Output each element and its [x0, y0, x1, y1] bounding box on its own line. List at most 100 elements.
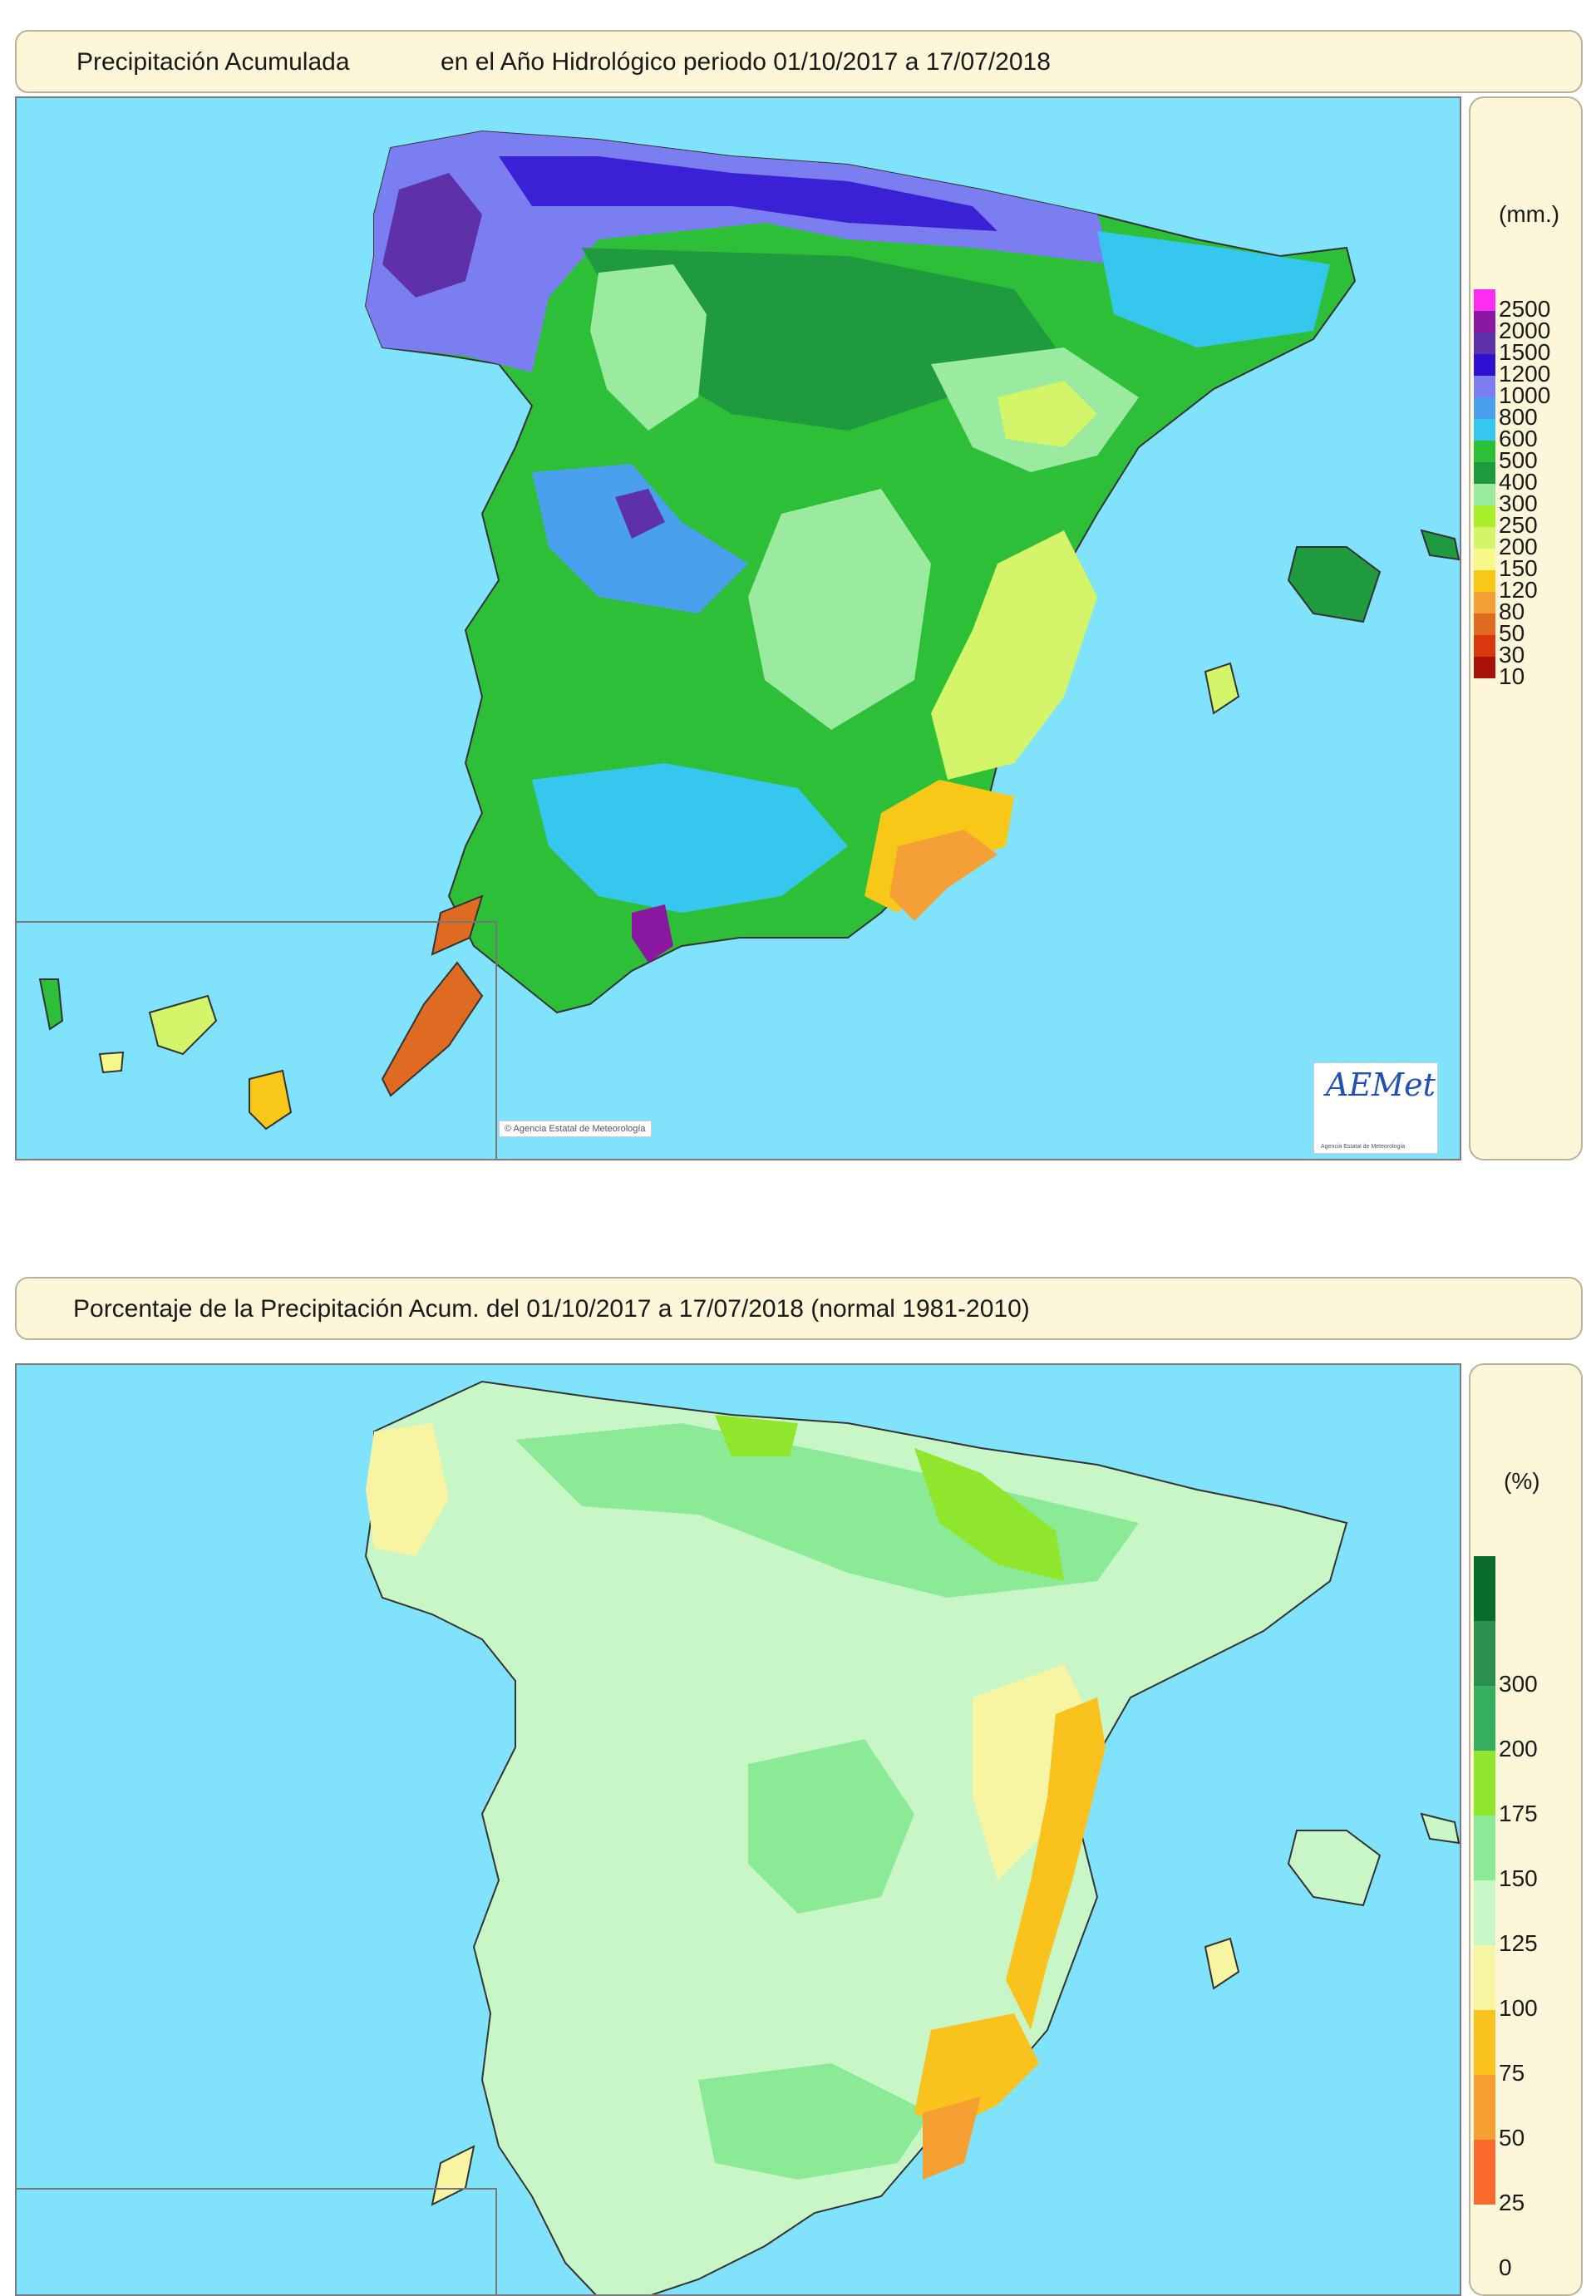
map1-legend-swatch	[1474, 635, 1495, 657]
canary-fuerteventura	[381, 961, 484, 1097]
map2-legend-label: 100	[1499, 1995, 1538, 2021]
map2-legend-label: 75	[1499, 2060, 1525, 2086]
map1-legend-swatch	[1474, 527, 1495, 549]
cantabrian-max-zone	[499, 156, 998, 231]
map1-legend-label: 800	[1499, 404, 1538, 430]
map2-legend-panel: (%) 300 200 175 150 125 100 75 50 25 0	[1469, 1363, 1583, 2296]
ibiza-island	[1204, 662, 1240, 715]
map1-legend-label: 1200	[1499, 361, 1551, 387]
map1-legend-swatch	[1474, 311, 1495, 333]
south-wet-zone	[532, 763, 848, 913]
map1-legend-swatch	[1474, 354, 1495, 376]
map1-legend-panel: (mm.) 2500 2000 1500 1200 1000 800 600 500 400 30…	[1469, 96, 1583, 1160]
almeria-orange-zone	[923, 2096, 981, 2180]
map1-legend-label: 30	[1499, 642, 1525, 668]
map1-legend-swatch	[1474, 333, 1495, 354]
map2-legend-label: 0	[1499, 2254, 1512, 2280]
north-coast-bright	[715, 1415, 798, 1456]
map2-legend-label: 200	[1499, 1736, 1538, 1761]
map1-legend-label: 1000	[1499, 382, 1551, 408]
map2-frame	[15, 1363, 1461, 2296]
mallorca-island	[1287, 1830, 1382, 1907]
map2-legend-swatch	[1474, 2075, 1495, 2140]
map1-legend-swatch	[1474, 613, 1495, 635]
map1-legend-swatch	[1474, 570, 1495, 592]
map2-legend-swatch	[1474, 1686, 1495, 1751]
map1-canary-inset	[17, 921, 497, 1159]
south-green-zone	[698, 2063, 931, 2180]
map2-title: Porcentaje de la Precipitación Acum. del…	[73, 1295, 1030, 1323]
map1-legend-label: 400	[1499, 469, 1538, 495]
valencia-orange-zone	[1006, 1697, 1106, 2030]
logo-subtext: Agencia Estatal de Meteorología	[1321, 1144, 1406, 1150]
map2-legend-label: 150	[1499, 1865, 1538, 1891]
map2-canary-inset	[17, 2188, 497, 2294]
murcia-orange-zone	[914, 2013, 1039, 2130]
canary-la-palma	[38, 978, 64, 1031]
map1-legend-label: 200	[1499, 534, 1538, 559]
map1-legend-label: 2000	[1499, 318, 1551, 343]
duero-light-zone	[590, 264, 707, 431]
map1-legend-swatch	[1474, 657, 1495, 678]
mancha-light-zone	[748, 489, 931, 730]
map2-legend-swatch	[1474, 1556, 1495, 1621]
galicia-max-zone	[382, 173, 482, 298]
map1-legend-swatch	[1474, 462, 1495, 484]
map1-legend-label: 50	[1499, 620, 1525, 646]
map2-legend-label: 175	[1499, 1801, 1538, 1826]
map2-title-bar: Porcentaje de la Precipitación Acum. del…	[15, 1277, 1583, 1340]
map1-title-bar: Precipitación Acumulada en el Año Hidrol…	[15, 30, 1583, 93]
map1-legend-label: 2500	[1499, 296, 1551, 322]
map1-legend-swatch	[1474, 484, 1495, 505]
canary-la-gomera	[98, 1051, 125, 1074]
map2-legend-swatch	[1474, 1751, 1495, 1816]
canary-gran-canaria	[249, 1069, 293, 1131]
map1-legend-label: 500	[1499, 447, 1538, 473]
map1-frame: © Agencia Estatal de Meteorología AEMet …	[15, 96, 1461, 1160]
central-dark-zone	[582, 248, 1056, 431]
map1-legend-label: 250	[1499, 512, 1538, 538]
ebro-bright-zone	[914, 1448, 1064, 1581]
canary-lanzarote	[431, 894, 484, 956]
map2-legend-swatch	[1474, 1880, 1495, 1945]
map1-legend-label: 120	[1499, 577, 1538, 603]
map2-legend-label: 300	[1499, 1671, 1538, 1697]
map2-legend-swatch	[1474, 1816, 1495, 1880]
map2-legend-swatch	[1474, 2010, 1495, 2075]
grazalema-peak	[632, 904, 673, 963]
map1-credit: © Agencia Estatal de Meteorología	[499, 1121, 652, 1137]
galicia-yellow-zone	[366, 1423, 449, 1556]
map1-legend-swatch	[1474, 505, 1495, 527]
map1-canvas	[38, 130, 1460, 1131]
sierra-peak	[615, 489, 665, 539]
map2-legend-label: 50	[1499, 2125, 1525, 2151]
map1-legend-swatch	[1474, 289, 1495, 311]
almeria-dry-zone	[889, 830, 998, 921]
map1-legend-swatch	[1474, 419, 1495, 441]
map1-legend-label: 150	[1499, 555, 1538, 581]
map1-legend-label: 600	[1499, 426, 1538, 451]
menorca-island	[1420, 529, 1460, 561]
map1-legend-swatch	[1474, 592, 1495, 613]
mallorca-island	[1287, 546, 1382, 623]
map1-legend-label: 10	[1499, 663, 1525, 689]
map1-legend-swatch	[1474, 441, 1495, 462]
map2-legend-swatch	[1474, 1945, 1495, 2010]
map2-canvas	[364, 1380, 1460, 2294]
map2-legend-unit: (%)	[1504, 1468, 1540, 1494]
logo-text: AEMet	[1326, 1067, 1436, 1103]
map1-legend-swatch	[1474, 397, 1495, 419]
map1-legend-label: 80	[1499, 599, 1525, 624]
map2-legend-swatch	[1474, 2140, 1495, 2205]
center-green-zone	[748, 1739, 914, 1914]
ebro-yellow-zone	[998, 381, 1097, 447]
map1-legend-swatch	[1474, 549, 1495, 570]
canary-tenerife	[148, 994, 218, 1056]
pyrenees-zone	[1097, 231, 1330, 347]
map1-legend-swatch	[1474, 376, 1495, 397]
aemet-logo: AEMet Agencia Estatal de Meteorología	[1313, 1062, 1438, 1154]
east-coast-yellow	[931, 530, 1097, 780]
map2-legend-swatch	[1474, 1621, 1495, 1686]
map1-title-left: Precipitación Acumulada	[76, 48, 350, 76]
map2-legend-label: 125	[1499, 1930, 1538, 1956]
